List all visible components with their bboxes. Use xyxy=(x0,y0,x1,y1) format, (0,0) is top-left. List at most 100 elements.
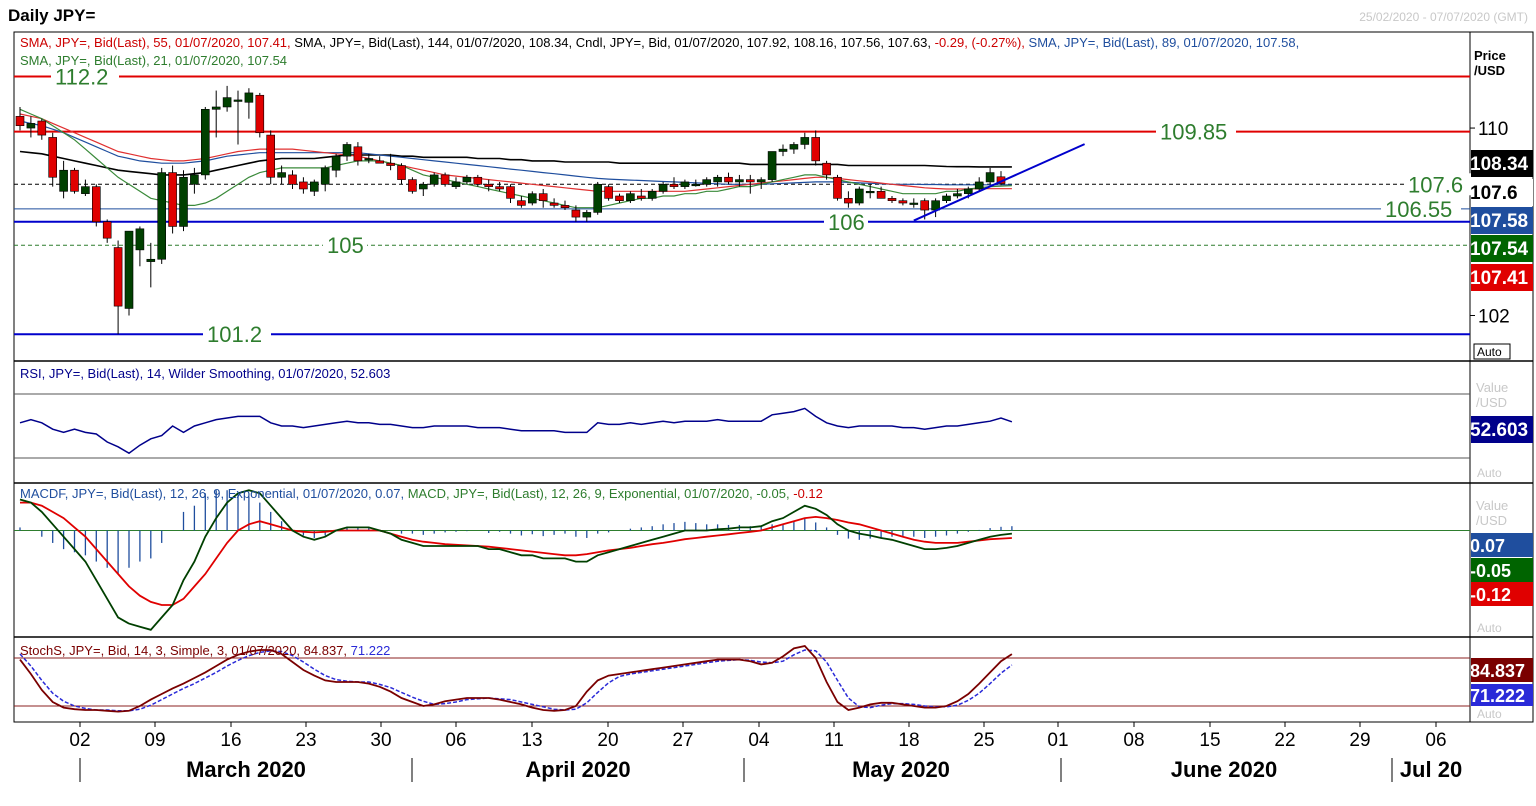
candle-body xyxy=(920,200,930,211)
candle-body xyxy=(985,172,995,183)
candle-body xyxy=(854,188,864,204)
candle-body xyxy=(517,200,526,206)
candle-body xyxy=(626,193,635,201)
candle-body xyxy=(451,181,461,187)
candle-body xyxy=(538,193,548,201)
candle-body xyxy=(299,181,308,190)
level-label-bg xyxy=(824,210,868,233)
candle-body xyxy=(647,191,657,199)
candle-body xyxy=(767,151,777,180)
candle-body xyxy=(288,174,297,185)
candle-body xyxy=(277,172,286,178)
x-tick-label: 15 xyxy=(1199,730,1220,751)
x-tick-label: 11 xyxy=(824,730,844,751)
candle-body xyxy=(26,123,36,129)
level-label-bg xyxy=(1404,173,1472,196)
candle-body xyxy=(168,172,177,227)
candle-body xyxy=(724,176,733,183)
level-label: 107.6 xyxy=(1408,172,1463,197)
candle-body xyxy=(800,137,810,145)
price-badge: 107.58 xyxy=(1470,211,1528,232)
rsi-badge: 52.603 xyxy=(1470,420,1528,441)
candle-body xyxy=(146,258,156,262)
candle-body xyxy=(615,195,624,201)
candle-body xyxy=(942,195,951,201)
candle-body xyxy=(593,183,603,213)
level-label-bg xyxy=(1381,197,1461,220)
candle-body xyxy=(582,212,592,218)
candle-body xyxy=(255,94,265,134)
trendline xyxy=(913,143,1086,222)
macd-badge: 0.07 xyxy=(1470,536,1505,556)
candle-body xyxy=(157,172,166,260)
candle-body xyxy=(124,230,134,309)
candle-body xyxy=(375,160,385,164)
stoch-auto: Auto xyxy=(1477,707,1502,721)
candle-body xyxy=(713,176,722,183)
candle-body xyxy=(756,179,766,183)
candle-body xyxy=(48,137,58,178)
stoch-legend: StochS, JPY=, Bid, 14, 3, Simple, 3, 01/… xyxy=(20,643,390,658)
candle-body xyxy=(386,162,395,166)
candle-body xyxy=(309,181,319,192)
price-badge: 107.6 xyxy=(1470,183,1518,204)
price-badge-bg xyxy=(1471,179,1533,206)
candle-body xyxy=(462,176,472,183)
month-label: April 2020 xyxy=(525,757,630,782)
macd-badge: -0.12 xyxy=(1470,585,1511,605)
candle-body xyxy=(266,134,276,178)
candle-body xyxy=(789,144,799,150)
price-legend-line: SMA, JPY=, Bid(Last), 21, 01/07/2020, 10… xyxy=(20,53,287,68)
candle-body xyxy=(571,209,581,218)
price-badge: 107.54 xyxy=(1470,239,1529,260)
month-label: May 2020 xyxy=(852,757,950,782)
candle-body xyxy=(190,174,199,185)
price-badge-bg xyxy=(1471,207,1533,234)
level-label: 106.55 xyxy=(1385,197,1452,222)
candle-body xyxy=(70,169,79,192)
candle-body xyxy=(974,181,984,190)
candle-body xyxy=(735,179,744,183)
level-label-bg xyxy=(203,323,271,346)
macd-badge-bg xyxy=(1471,582,1533,606)
month-label: June 2020 xyxy=(1171,757,1277,782)
candle-body xyxy=(15,116,25,127)
candle-body xyxy=(876,191,886,199)
price-legend-line: SMA, JPY=, Bid(Last), 55, 01/07/2020, 10… xyxy=(20,35,1299,50)
stoch-d-line xyxy=(19,649,1013,712)
x-tick-label: 25 xyxy=(973,730,994,751)
candle-body xyxy=(953,193,962,197)
candle-body xyxy=(331,155,341,171)
level-label: 109.85 xyxy=(1160,120,1227,145)
stoch-k-badge: 84.837 xyxy=(1470,661,1525,681)
x-tick-label: 09 xyxy=(144,730,165,751)
x-tick-label: 23 xyxy=(295,730,316,751)
candle-body xyxy=(342,144,352,157)
macd-signal-line xyxy=(20,501,1012,606)
auto-button: Auto xyxy=(1477,345,1502,359)
price-tick-label: 110 xyxy=(1478,119,1508,140)
candle-body xyxy=(778,148,788,152)
candle-body xyxy=(222,97,232,108)
candle-body xyxy=(702,179,712,185)
auto-button-bg xyxy=(1473,343,1511,360)
candle-body xyxy=(909,202,919,205)
x-tick-label: 08 xyxy=(1123,730,1144,751)
candle-body xyxy=(506,186,515,199)
macd-line xyxy=(19,489,1013,631)
rsi-axis-title: Value/USD xyxy=(1476,380,1508,410)
macd-badge-bg xyxy=(1471,533,1533,557)
candle-body xyxy=(113,247,123,307)
price-badge-bg xyxy=(1471,264,1533,291)
candle-body xyxy=(887,198,897,201)
level-label: 101.2 xyxy=(207,322,262,347)
sma-55-line xyxy=(19,113,1012,192)
x-tick-label: 01 xyxy=(1047,730,1068,751)
level-label-bg xyxy=(323,234,367,257)
candle-body xyxy=(408,179,417,192)
candle-body xyxy=(636,195,646,199)
candle-body xyxy=(418,183,428,190)
candle-body xyxy=(233,99,243,102)
candle-body xyxy=(364,158,374,161)
stoch-badge-bg xyxy=(1471,684,1533,706)
